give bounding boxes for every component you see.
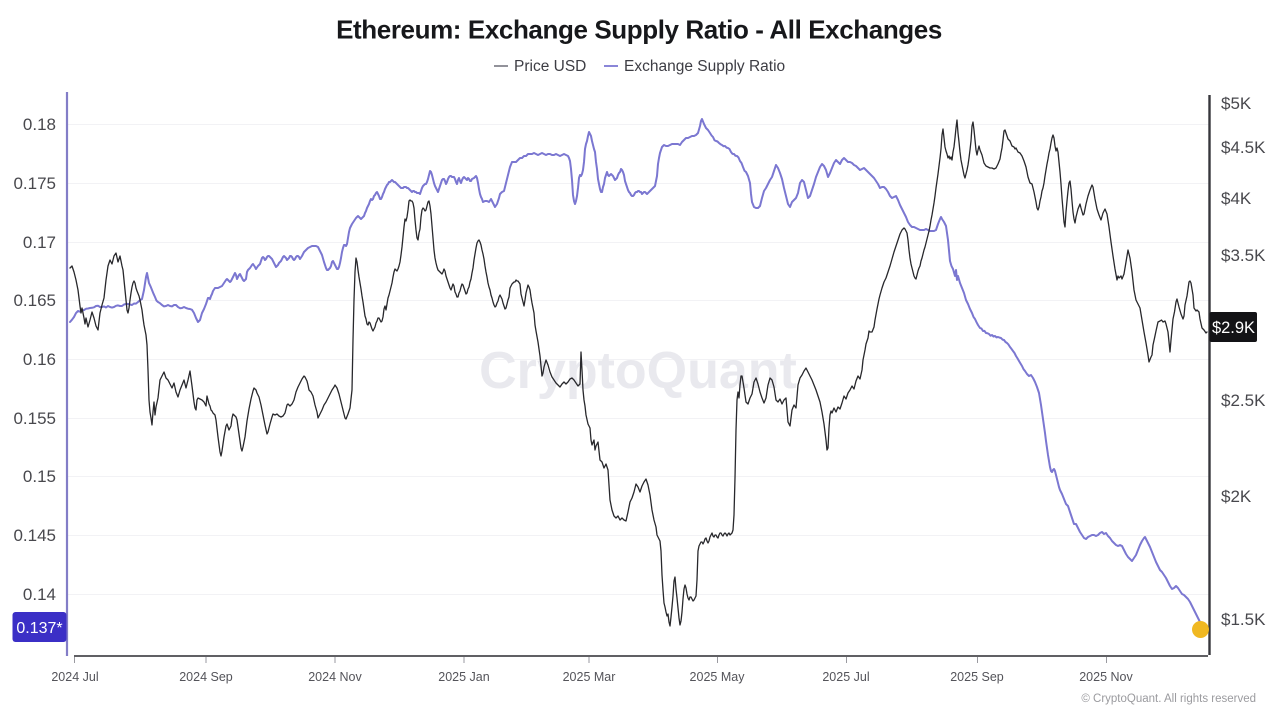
svg-text:2024 Sep: 2024 Sep [179,670,233,684]
svg-text:0.137*: 0.137* [16,620,62,637]
svg-text:Ethereum: Exchange Supply Rati: Ethereum: Exchange Supply Ratio - All Ex… [336,15,942,45]
svg-text:© CryptoQuant. All rights rese: © CryptoQuant. All rights reserved [1081,693,1256,705]
svg-text:0.15: 0.15 [23,467,56,486]
svg-text:$4K: $4K [1221,189,1252,208]
svg-text:$4.5K: $4.5K [1221,138,1266,157]
svg-text:2025 Nov: 2025 Nov [1079,670,1133,684]
svg-text:Price USD: Price USD [514,58,586,75]
svg-text:$2.9K: $2.9K [1212,319,1255,337]
svg-text:0.18: 0.18 [23,115,56,134]
svg-text:Exchange Supply Ratio: Exchange Supply Ratio [624,58,785,75]
svg-text:0.16: 0.16 [23,350,56,369]
svg-text:$1.5K: $1.5K [1221,610,1266,629]
svg-text:0.145: 0.145 [13,526,56,545]
svg-text:$2K: $2K [1221,487,1252,506]
svg-text:2025 Mar: 2025 Mar [563,670,616,684]
svg-text:2025 Sep: 2025 Sep [950,670,1004,684]
svg-text:0.155: 0.155 [13,409,56,428]
svg-text:2025 Jul: 2025 Jul [822,670,869,684]
svg-text:2024 Nov: 2024 Nov [308,670,362,684]
svg-text:0.175: 0.175 [13,174,56,193]
svg-text:2025 Jan: 2025 Jan [438,670,489,684]
svg-text:0.165: 0.165 [13,291,56,310]
svg-text:$5K: $5K [1221,94,1252,113]
svg-text:$3.5K: $3.5K [1221,246,1266,265]
svg-text:2024 Jul: 2024 Jul [51,670,98,684]
svg-text:CryptoQuant: CryptoQuant [479,342,797,400]
svg-text:0.17: 0.17 [23,233,56,252]
svg-text:2025 May: 2025 May [690,670,746,684]
svg-text:0.14: 0.14 [23,585,56,604]
svg-text:$2.5K: $2.5K [1221,391,1266,410]
